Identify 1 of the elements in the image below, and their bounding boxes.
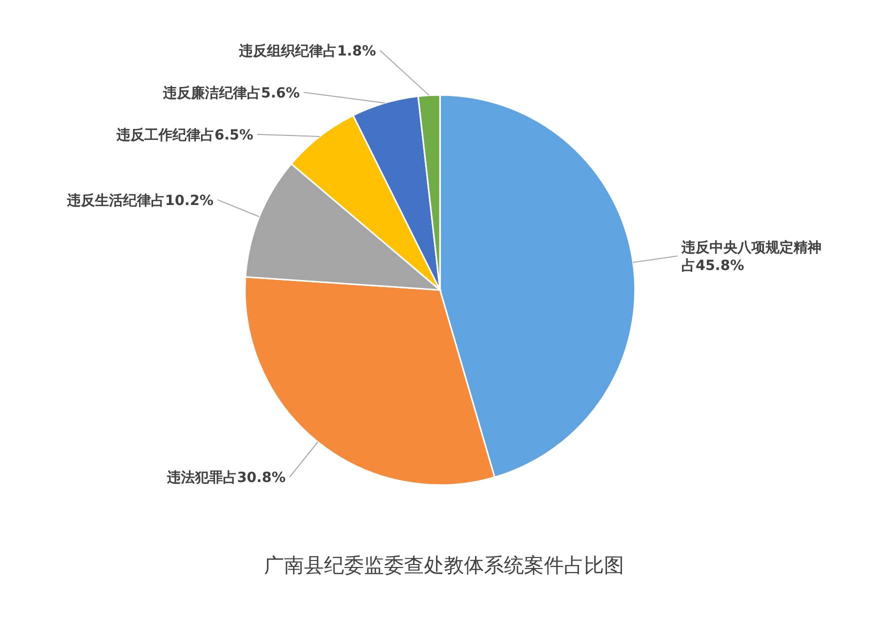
title: 广南县纪委监委查处教体系统案件占比图 [264,553,624,577]
